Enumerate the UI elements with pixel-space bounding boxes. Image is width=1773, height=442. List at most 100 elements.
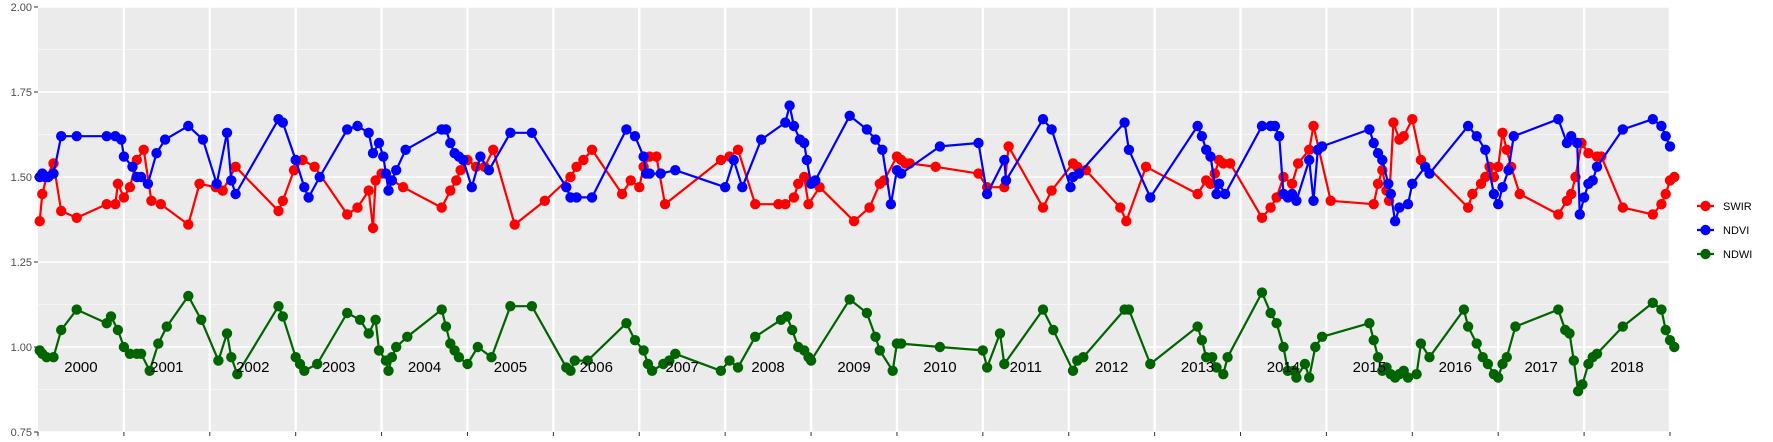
data-point (1265, 307, 1276, 319)
data-point (810, 175, 821, 186)
data-point (621, 124, 632, 135)
data-point (386, 352, 398, 363)
data-point (803, 199, 814, 210)
year-label: 2000 (64, 359, 97, 376)
data-point (1415, 338, 1427, 349)
data-point (896, 168, 907, 179)
data-point (1037, 202, 1049, 213)
data-point (1213, 178, 1225, 189)
data-point (1372, 178, 1384, 189)
data-point (670, 348, 681, 359)
data-point (720, 182, 731, 193)
year-label: 2011 (1010, 359, 1042, 376)
data-point (887, 365, 898, 376)
data-point (1140, 161, 1152, 172)
data-point (1304, 144, 1315, 155)
data-point (105, 311, 117, 322)
data-point (397, 182, 409, 193)
data-point (303, 192, 314, 203)
data-point (1256, 287, 1268, 298)
data-point (896, 338, 907, 349)
data-point (848, 216, 860, 227)
data-point (1407, 178, 1418, 189)
data-point (1037, 304, 1049, 315)
data-point (781, 311, 793, 322)
data-point (183, 219, 194, 230)
data-point (539, 195, 550, 206)
data-point (290, 154, 301, 166)
data-point (1424, 352, 1435, 363)
data-point (737, 182, 748, 193)
data-point (1078, 352, 1089, 363)
data-point (1577, 379, 1588, 390)
data-point (1578, 192, 1590, 203)
data-point (1205, 151, 1216, 162)
series-swir (34, 114, 1680, 234)
data-point (977, 345, 988, 356)
data-point (1669, 171, 1680, 183)
data-point (1046, 124, 1057, 135)
data-point (638, 151, 649, 162)
legend-item-ndwi: NDWI (1697, 248, 1752, 261)
data-point (526, 301, 538, 312)
data-point (1256, 212, 1268, 223)
data-point (561, 182, 572, 193)
data-point (277, 117, 288, 128)
data-point (1462, 321, 1474, 332)
data-point (314, 171, 325, 183)
data-point (118, 192, 130, 203)
data-point (462, 358, 473, 370)
data-point (342, 124, 353, 135)
data-point (1073, 168, 1085, 179)
data-point (1388, 117, 1399, 128)
data-point (505, 127, 516, 138)
data-point (1660, 188, 1671, 200)
data-point (1402, 372, 1414, 383)
data-point (874, 345, 885, 356)
data-point (124, 182, 136, 193)
data-point (505, 301, 516, 312)
data-point (472, 341, 483, 353)
data-point (1617, 202, 1629, 213)
year-label: 2002 (236, 359, 269, 376)
data-point (1553, 114, 1564, 125)
data-point (386, 175, 398, 186)
data-point (71, 131, 82, 142)
data-point (870, 134, 881, 145)
data-point (1225, 158, 1236, 169)
data-point (367, 222, 379, 234)
data-point (1123, 304, 1135, 315)
year-label: 2001 (150, 359, 183, 376)
data-point (1501, 352, 1513, 363)
data-point (112, 178, 124, 189)
data-point (1271, 318, 1282, 329)
data-point (1316, 141, 1328, 152)
data-point (1568, 355, 1580, 366)
data-point (1471, 338, 1482, 349)
data-point (1660, 324, 1671, 336)
y-tick-label: 1.75 (11, 87, 32, 99)
data-point (211, 178, 222, 189)
data-point (805, 355, 817, 366)
data-point (788, 192, 800, 203)
data-point (232, 369, 243, 380)
data-point (651, 151, 662, 162)
data-point (354, 314, 366, 325)
data-point (586, 144, 598, 155)
data-point (144, 365, 155, 376)
data-point (196, 314, 207, 325)
y-tick-label: 1.50 (11, 172, 32, 184)
data-point (440, 124, 452, 135)
year-label: 2008 (751, 359, 784, 376)
data-point (383, 365, 394, 376)
data-point (571, 192, 582, 203)
data-point (183, 120, 194, 132)
data-point (981, 362, 993, 373)
data-point (1192, 120, 1203, 132)
data-point (1265, 202, 1276, 213)
data-point (370, 314, 381, 325)
data-point (870, 331, 881, 342)
data-point (1207, 352, 1218, 363)
data-point (1115, 202, 1126, 213)
data-point (788, 120, 800, 132)
